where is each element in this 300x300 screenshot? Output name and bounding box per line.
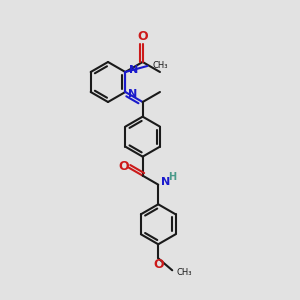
Text: N: N (128, 89, 138, 99)
Text: O: O (137, 31, 148, 44)
Text: H: H (168, 172, 176, 182)
Text: CH₃: CH₃ (152, 61, 168, 70)
Text: O: O (118, 160, 129, 173)
Text: N: N (161, 177, 170, 187)
Text: CH₃: CH₃ (176, 268, 192, 277)
Text: O: O (153, 258, 164, 271)
Text: N: N (129, 65, 139, 75)
